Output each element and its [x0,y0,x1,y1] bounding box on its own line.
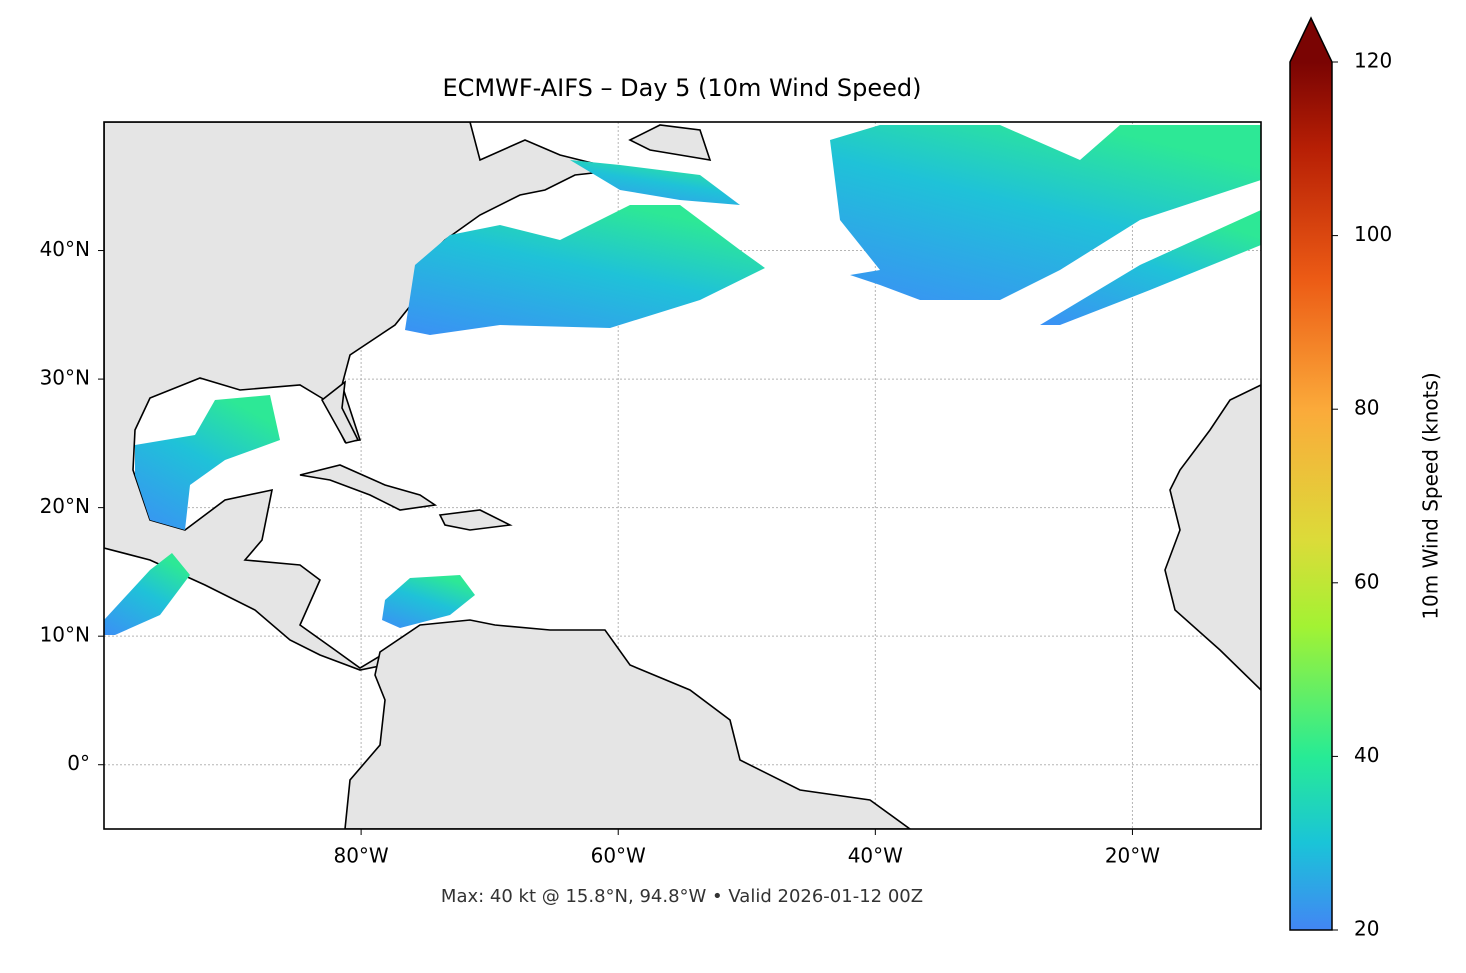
africa [1164,384,1261,692]
x-tick-label: 40°W [848,844,903,868]
colorbar-tick-label: 80 [1354,396,1379,420]
south-america [344,619,912,829]
colorbar-tick-label: 120 [1354,49,1392,73]
hispaniola [438,509,513,531]
wind-area [1040,210,1261,325]
colorbar-tick-label: 100 [1354,222,1392,246]
wind-area [830,125,1261,300]
wind-area [405,205,765,335]
colorbar-tick-label: 20 [1354,917,1379,941]
colorbar-scale [1290,62,1332,930]
wind-area [135,395,280,530]
wind-area [382,575,475,628]
colorbar-tick-label: 40 [1354,743,1379,767]
wind-area [570,160,740,205]
y-tick-label: 40°N [40,237,90,261]
florida [320,380,360,444]
x-tick-label: 60°W [591,844,646,868]
x-tick-label: 80°W [333,844,388,868]
colorbar: 20 40 60 80 100 120 10m Wind Speed (knots) [1289,16,1443,941]
north-america [104,122,621,671]
map-title: ECMWF-AIFS – Day 5 (10m Wind Speed) [442,74,921,102]
colorbar-frame [1289,16,1333,931]
map-area [104,122,1261,829]
x-tick-label: 20°W [1105,844,1160,868]
y-tick-label: 20°N [40,494,90,518]
wind-area [104,553,190,635]
footer-note: Max: 40 kt @ 15.8°N, 94.8°W • Valid 2026… [441,886,923,907]
newfoundland [628,124,712,162]
cuba [299,464,438,511]
colorbar-tick-label: 60 [1354,569,1379,593]
y-tick-label: 0° [67,751,90,775]
map-frame [103,121,1262,830]
colorbar-label: 10m Wind Speed (knots) [1419,372,1443,619]
y-tick-label: 30°N [40,366,90,390]
y-tick-label: 10°N [40,623,90,647]
colorbar-extend [1290,18,1332,62]
